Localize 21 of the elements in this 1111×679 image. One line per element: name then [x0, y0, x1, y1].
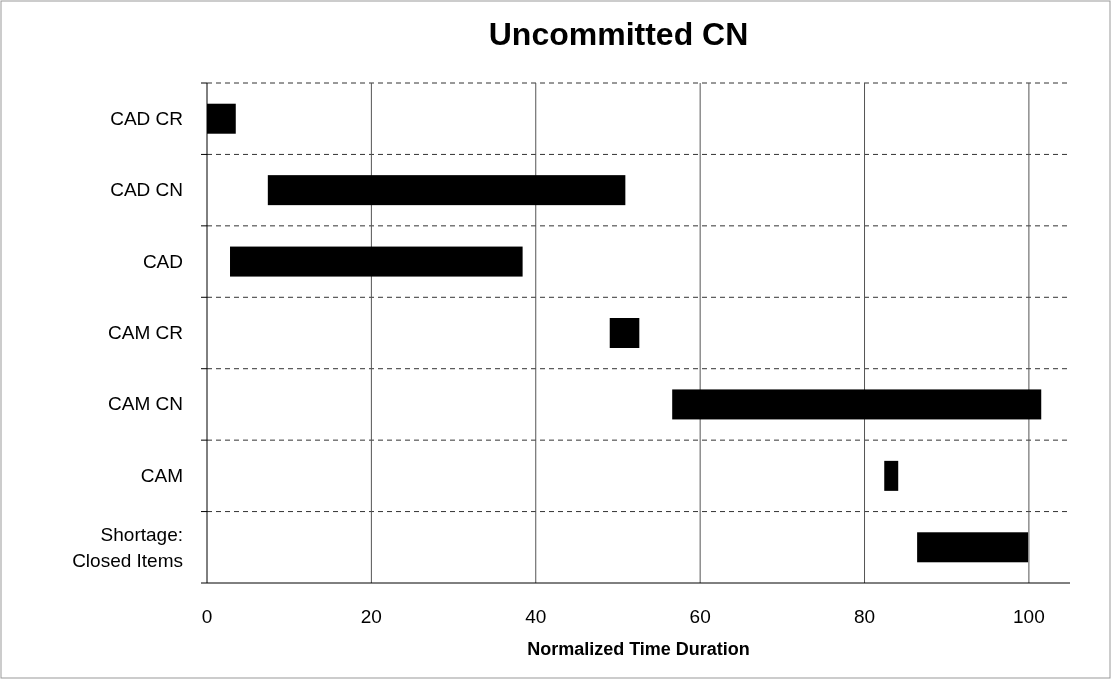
x-tick-label: 40	[525, 606, 547, 627]
x-tick-label: 20	[360, 606, 382, 627]
y-tick-label: CAM CN	[108, 393, 183, 415]
x-tick-label: 100	[1013, 606, 1045, 627]
y-tick-label: CAD CN	[110, 179, 183, 201]
y-tick-label: Shortage: Closed Items	[72, 524, 183, 572]
bar	[230, 246, 523, 277]
y-tick-label: CAM CR	[108, 322, 183, 343]
chart-title: Uncommitted CN	[488, 16, 749, 52]
x-tick-label: 80	[853, 606, 876, 627]
bar	[917, 532, 1029, 563]
bar	[672, 389, 1042, 420]
y-tick-label: CAM	[140, 464, 183, 486]
bar	[267, 175, 626, 206]
x-tick-label: 0	[201, 606, 213, 627]
y-tick-label: CAD	[142, 250, 183, 272]
x-tick-label: 60	[689, 606, 711, 627]
x-axis-title: Normalized Time Duration	[527, 639, 750, 659]
bar	[609, 318, 640, 348]
y-tick-label: CAD CR	[110, 107, 183, 129]
bar	[884, 460, 899, 491]
